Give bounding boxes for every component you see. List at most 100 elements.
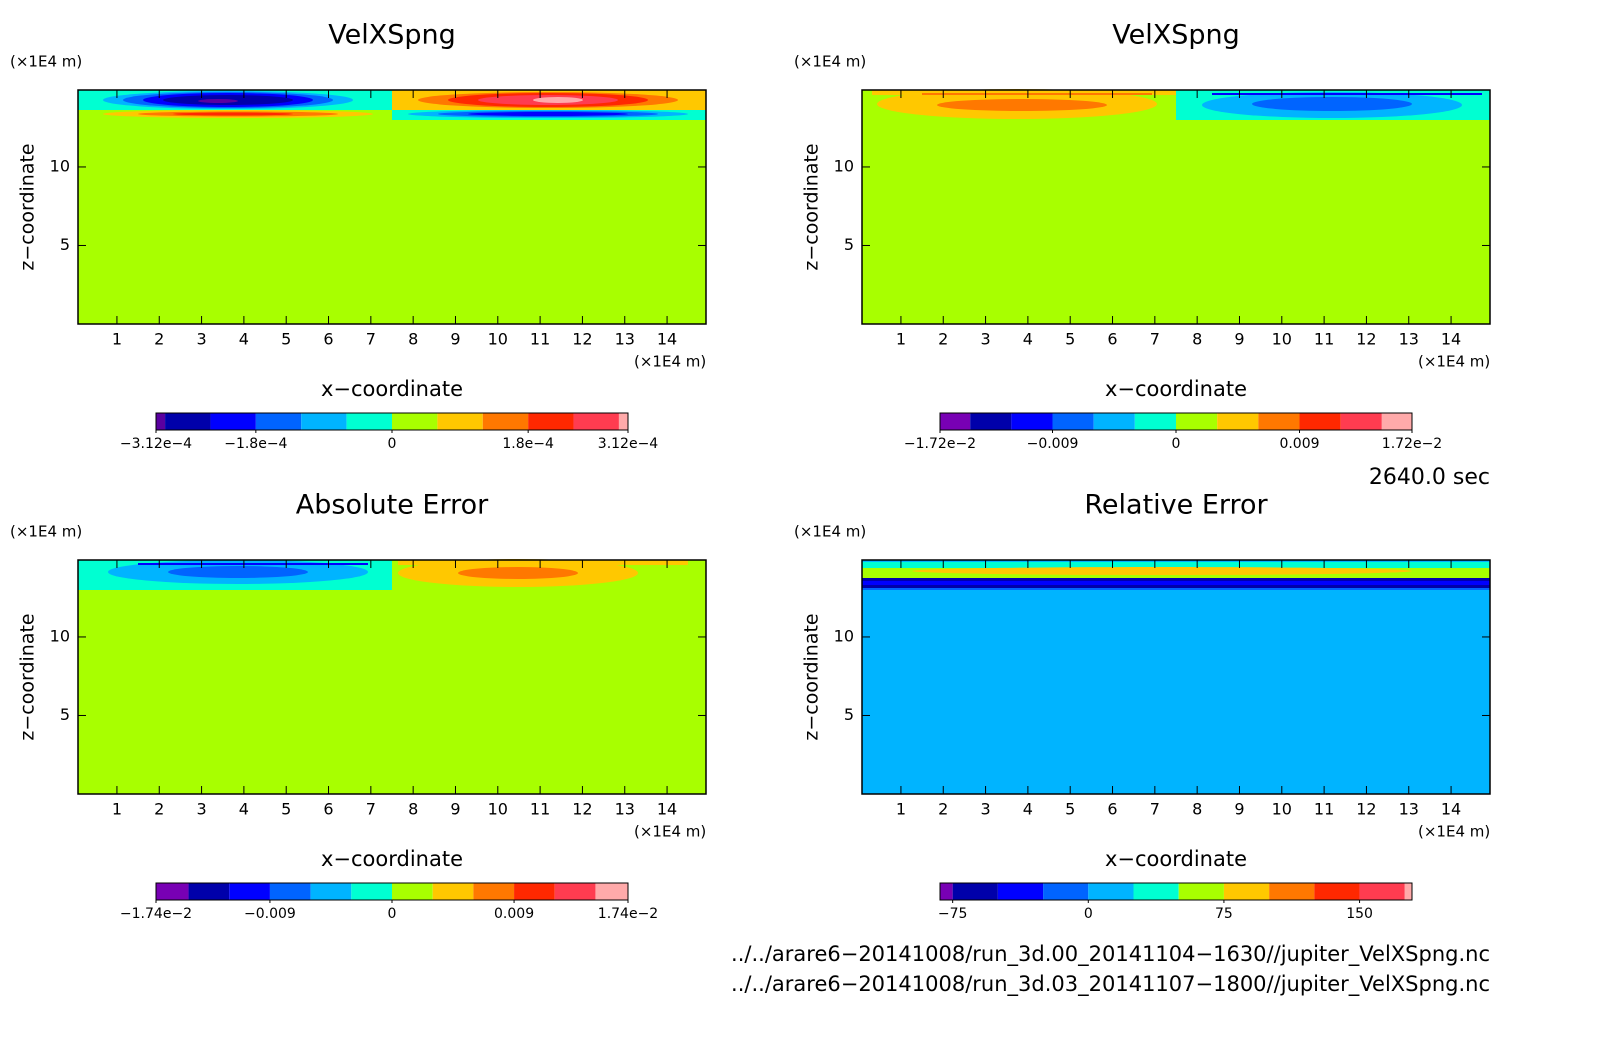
colorbar-tick-label: 3.12e−4 <box>598 436 659 452</box>
colorbar-segment <box>554 883 596 900</box>
x-tick-label: 14 <box>657 330 677 349</box>
colorbar-segment <box>1176 413 1218 430</box>
x-tick-label: 12 <box>572 800 592 819</box>
plot-frame <box>861 89 1491 325</box>
colorbar-segment <box>1381 413 1412 430</box>
x-unit: (×1E4 m) <box>1418 353 1490 371</box>
colorbar-segment <box>210 413 256 430</box>
x-tick-label: 10 <box>1272 330 1292 349</box>
x-unit: (×1E4 m) <box>634 353 706 371</box>
colorbar-segment <box>1258 413 1300 430</box>
colorbar-segment <box>970 413 1012 430</box>
x-tick-label: 3 <box>980 800 990 819</box>
colorbar-segment <box>156 413 166 430</box>
x-tick-label: 2 <box>938 330 948 349</box>
colorbar-tick-label: −1.72e−2 <box>904 436 976 452</box>
x-tick-label: 9 <box>1234 800 1244 819</box>
panel-title: Absolute Error <box>296 490 489 521</box>
colorbar-tick-label: −1.74e−2 <box>120 906 192 922</box>
colorbar-segment <box>1178 883 1224 900</box>
x-tick-label: 1 <box>112 330 122 349</box>
colorbar-segment <box>940 413 971 430</box>
x-tick-label: 13 <box>615 330 635 349</box>
x-tick-label: 1 <box>112 800 122 819</box>
colorbar-tick-label: 0.009 <box>494 906 534 922</box>
x-tick-label: 13 <box>615 800 635 819</box>
colorbar-tick-label: −0.009 <box>244 906 296 922</box>
x-tick-label: 9 <box>1234 330 1244 349</box>
x-axis-label: x−coordinate <box>1105 377 1247 401</box>
x-tick-label: 10 <box>488 800 508 819</box>
plot-background <box>862 560 1490 794</box>
x-tick-label: 4 <box>239 330 249 349</box>
colorbar-tick-label: 0 <box>388 436 397 452</box>
colorbar-tick-label: 0.009 <box>1279 436 1319 452</box>
colorbar-tick-label: 75 <box>1215 906 1233 922</box>
panel-title: VelXSpng <box>1112 20 1240 51</box>
x-tick-label: 10 <box>1272 800 1292 819</box>
x-tick-label: 6 <box>1107 800 1117 819</box>
y-axis-label: z−coordinate <box>801 143 823 270</box>
colorbar-frame <box>939 882 1413 901</box>
x-tick-label: 10 <box>488 330 508 349</box>
x-tick-label: 7 <box>366 800 376 819</box>
plot-frame <box>77 559 707 795</box>
colorbar-segment <box>351 883 392 900</box>
contour-field <box>862 562 1490 590</box>
x-tick-label: 8 <box>1192 330 1202 349</box>
x-tick-label: 2 <box>154 330 164 349</box>
colorbar-segment <box>1404 883 1412 900</box>
x-axis-label: x−coordinate <box>321 377 463 401</box>
x-tick-label: 6 <box>323 800 333 819</box>
x-tick-label: 3 <box>980 330 990 349</box>
x-axis-label: x−coordinate <box>321 847 463 871</box>
plot-frame <box>861 559 1491 795</box>
contour-field <box>78 90 706 120</box>
x-tick-label: 14 <box>1441 800 1461 819</box>
colorbar-tick-label: 0 <box>388 906 397 922</box>
x-tick-label: 6 <box>323 330 333 349</box>
colorbar-segment <box>595 883 628 900</box>
y-tick-label: 10 <box>834 156 854 175</box>
x-tick-label: 4 <box>1023 800 1033 819</box>
colorbar-segment <box>528 413 574 430</box>
colorbar-segment <box>156 883 189 900</box>
colorbar-segment <box>165 413 211 430</box>
x-tick-label: 12 <box>572 330 592 349</box>
colorbar-segment <box>269 883 311 900</box>
colorbar-segment <box>1269 883 1315 900</box>
contour-field <box>872 89 1490 120</box>
x-tick-label: 5 <box>281 800 291 819</box>
plot-background <box>862 90 1490 324</box>
y-unit: (×1E4 m) <box>794 523 866 541</box>
colorbar-tick-label: 0 <box>1084 906 1093 922</box>
y-tick-label: 10 <box>50 626 70 645</box>
plot-background <box>78 560 706 794</box>
x-tick-label: 3 <box>196 330 206 349</box>
colorbar-segment <box>1314 883 1360 900</box>
x-tick-label: 5 <box>281 330 291 349</box>
colorbar-tick-label: −75 <box>938 906 968 922</box>
y-tick-label: 10 <box>834 626 854 645</box>
file-path: ../../arare6−20141008/run_3d.03_20141107… <box>731 972 1490 997</box>
colorbar-segment <box>1134 413 1176 430</box>
colorbar-segment <box>1133 883 1179 900</box>
colorbar-segment <box>437 413 483 430</box>
x-tick-label: 8 <box>1192 800 1202 819</box>
x-unit: (×1E4 m) <box>1418 823 1490 841</box>
x-tick-label: 3 <box>196 800 206 819</box>
colorbar-tick-label: 150 <box>1346 906 1373 922</box>
x-tick-label: 11 <box>530 800 550 819</box>
colorbar-tick-label: 1.8e−4 <box>502 436 554 452</box>
colorbar-segment <box>1011 413 1053 430</box>
y-axis-label: z−coordinate <box>17 143 39 270</box>
colorbar-segment <box>229 883 270 900</box>
panel-title: VelXSpng <box>328 20 456 51</box>
x-tick-label: 11 <box>530 330 550 349</box>
x-tick-label: 1 <box>896 330 906 349</box>
x-tick-label: 7 <box>366 330 376 349</box>
colorbar-segment <box>1052 413 1094 430</box>
colorbar-segment <box>310 883 352 900</box>
colorbar-segment <box>482 413 529 430</box>
